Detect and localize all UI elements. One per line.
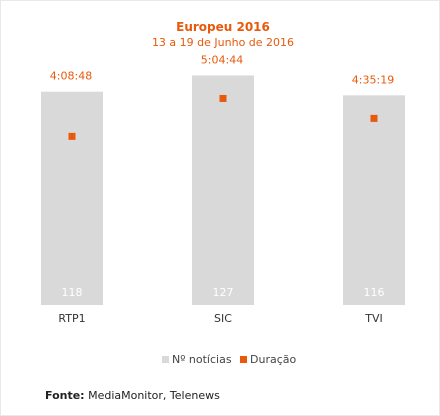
bar-value-label: 116 bbox=[364, 286, 385, 299]
bar-value-label: 127 bbox=[213, 286, 234, 299]
source-text: MediaMonitor, Telenews bbox=[84, 389, 220, 402]
category-label: RTP1 bbox=[58, 312, 85, 325]
duration-point-rtp1 bbox=[68, 132, 76, 140]
category-label: TVI bbox=[364, 312, 383, 325]
bar-rtp1 bbox=[41, 91, 103, 306]
duration-label: 4:35:19 bbox=[352, 73, 394, 86]
legend-label-bars: Nº notícias bbox=[172, 353, 232, 366]
legend-swatch-duration bbox=[240, 356, 247, 363]
bar-sic bbox=[192, 75, 254, 305]
duration-label: 4:08:48 bbox=[50, 70, 92, 83]
chart-subtitle: 13 a 19 de Junho de 2016 bbox=[152, 36, 294, 49]
bar-value-label: 118 bbox=[62, 286, 83, 299]
duration-point-tvi bbox=[370, 114, 378, 122]
source-note: Fonte: MediaMonitor, Telenews bbox=[45, 389, 220, 402]
legend-label-duration: Duração bbox=[250, 353, 296, 366]
duration-point-sic bbox=[219, 94, 227, 102]
category-label: SIC bbox=[214, 312, 232, 325]
chart-title: Europeu 2016 bbox=[176, 20, 270, 34]
legend-swatch-bars bbox=[162, 356, 169, 363]
legend: Nº notícias Duração bbox=[162, 353, 296, 366]
source-label: Fonte: bbox=[45, 389, 85, 402]
duration-label: 5:04:44 bbox=[201, 53, 243, 66]
bar-tvi bbox=[343, 95, 405, 305]
